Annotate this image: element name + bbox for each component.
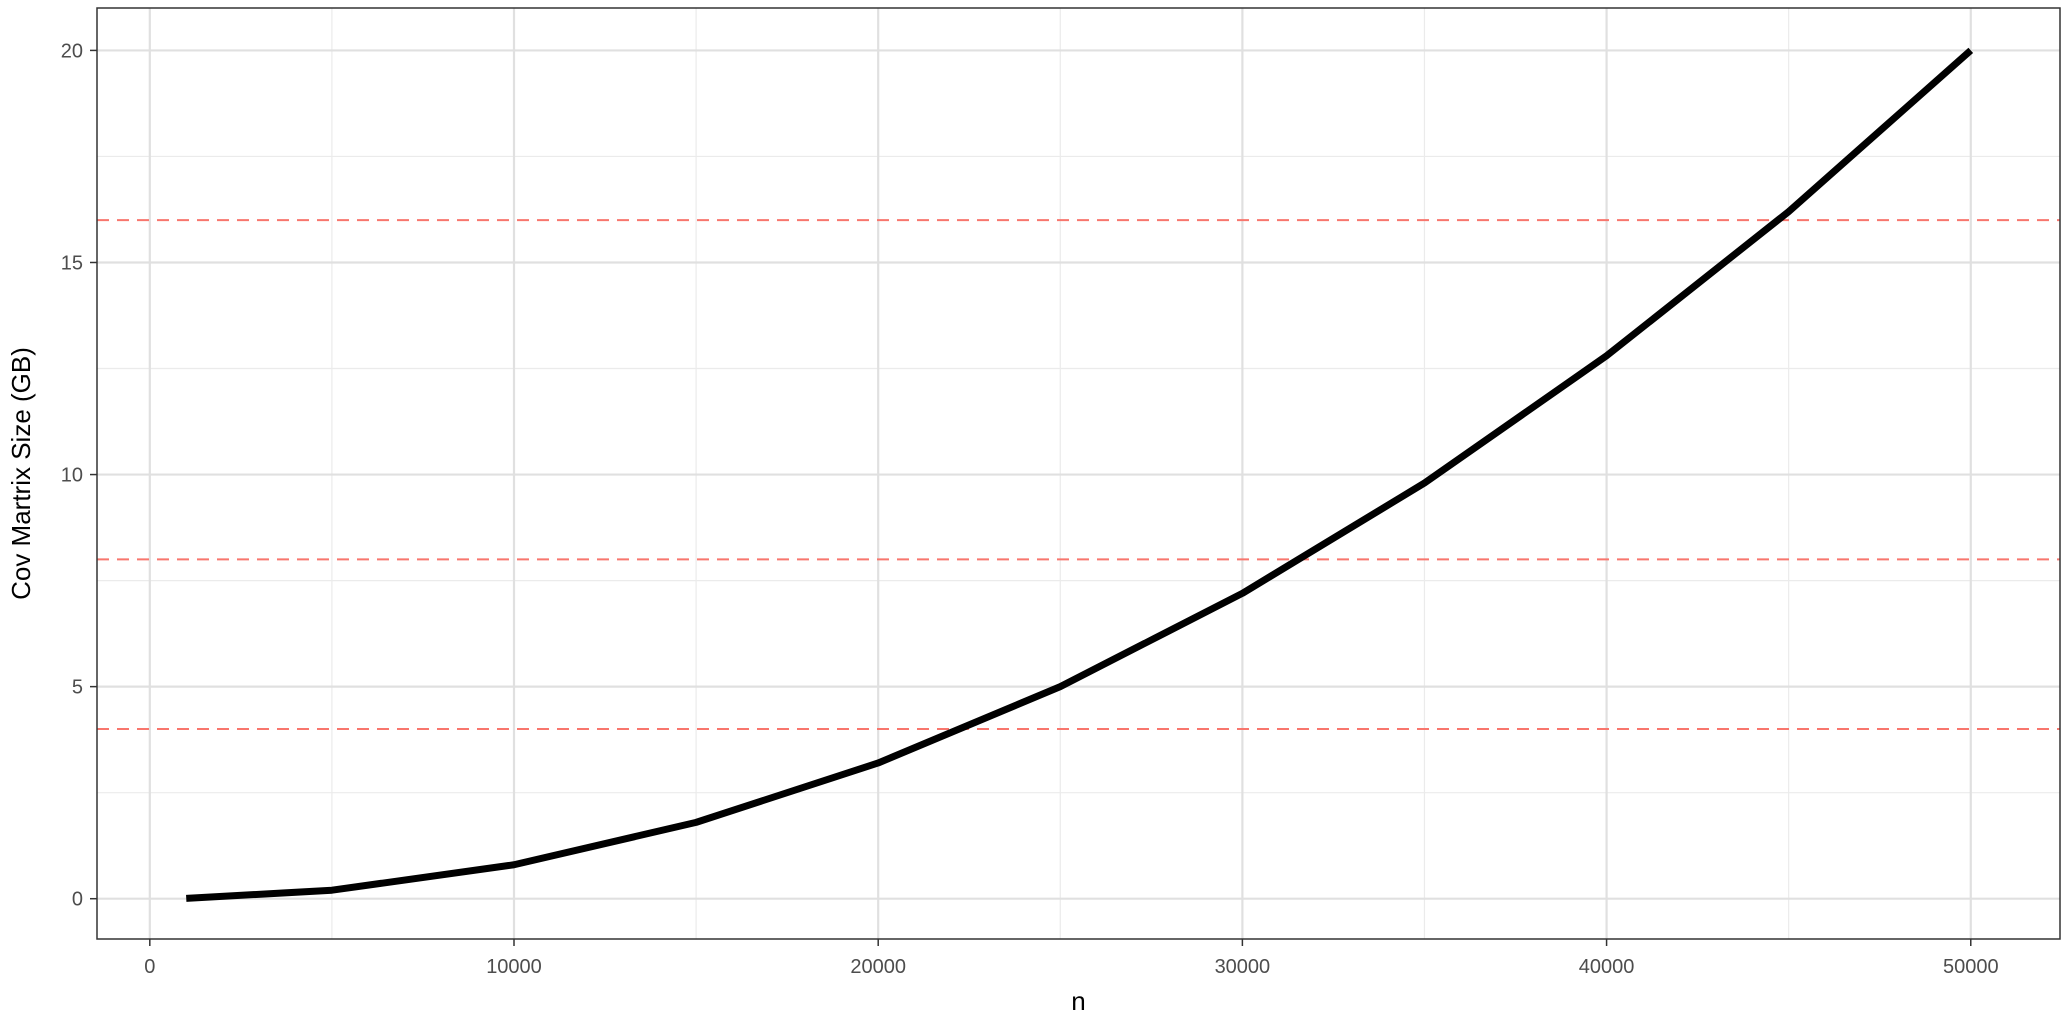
x-tick-label: 30000	[1215, 956, 1271, 978]
y-tick-label: 20	[61, 40, 83, 62]
y-tick-label: 0	[72, 889, 83, 911]
series-line	[186, 47, 1974, 902]
y-tick-label: 15	[61, 252, 83, 274]
x-tick-label: 20000	[850, 956, 906, 978]
y-tick-label: 5	[72, 677, 83, 699]
x-axis-title: n	[1071, 986, 1085, 1011]
y-tick-label: 10	[61, 465, 83, 487]
x-axis-ticks: 0 10000 20000 30000 40000 50000	[144, 939, 1999, 978]
reference-lines	[97, 219, 2060, 731]
x-tick-label: 10000	[486, 956, 542, 978]
x-tick-label: 0	[144, 956, 155, 978]
y-axis-ticks: 0 5 10 15 20	[61, 40, 97, 911]
major-gridlines	[97, 8, 2060, 939]
x-tick-label: 50000	[1943, 956, 1999, 978]
panel-border	[96, 7, 2061, 940]
x-tick-label: 40000	[1579, 956, 1635, 978]
series-group	[186, 47, 1974, 902]
y-axis-title: Cov Martrix Size (GB)	[6, 347, 36, 600]
